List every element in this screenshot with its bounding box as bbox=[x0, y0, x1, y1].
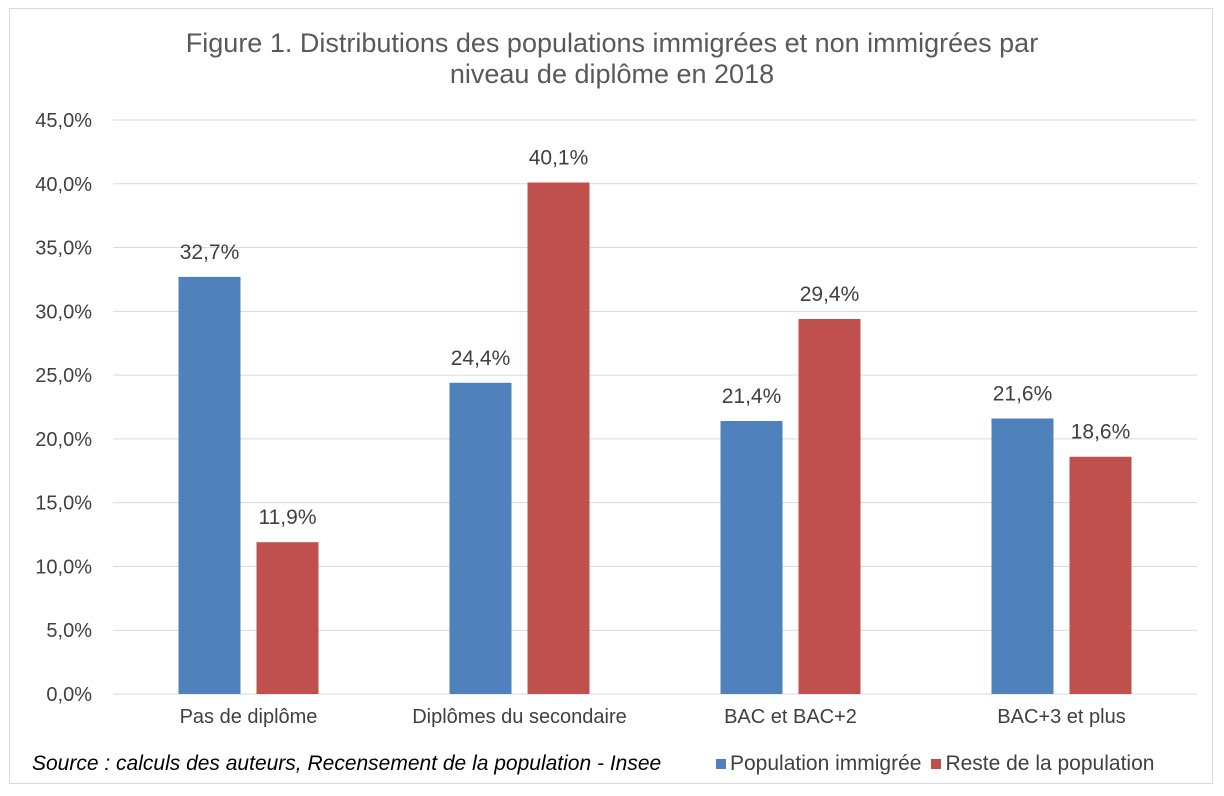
legend-swatch-immigres bbox=[716, 759, 726, 769]
y-tick-label: 0,0% bbox=[46, 684, 92, 706]
y-tick-label: 35,0% bbox=[35, 238, 92, 260]
y-tick-label: 10,0% bbox=[35, 556, 92, 578]
legend-label-immigres: Population immigrée bbox=[730, 752, 922, 775]
y-tick-label: 20,0% bbox=[35, 429, 92, 451]
bar-reste bbox=[798, 318, 861, 694]
data-label: 21,4% bbox=[722, 385, 782, 408]
bar-reste bbox=[527, 182, 590, 694]
chart-title: Figure 1. Distributions des populations … bbox=[0, 28, 1224, 90]
bars bbox=[178, 182, 1132, 694]
x-axis-categories: Pas de diplôme Diplômes du secondaire BAC … bbox=[180, 706, 1126, 728]
x-category-label: Pas de diplôme bbox=[180, 706, 318, 728]
x-category-label: Diplômes du secondaire bbox=[412, 706, 627, 728]
data-label: 24,4% bbox=[451, 347, 511, 370]
data-label: 32,7% bbox=[180, 241, 240, 264]
legend-item-immigres: Population immigrée bbox=[716, 752, 921, 776]
y-tick-label: 30,0% bbox=[35, 301, 92, 323]
source-note: Source : calculs des auteurs, Recensemen… bbox=[32, 752, 662, 775]
y-tick-label: 15,0% bbox=[35, 493, 92, 515]
bar-reste bbox=[1069, 456, 1132, 694]
data-label: 29,4% bbox=[800, 283, 860, 306]
bar-immigres bbox=[449, 382, 512, 694]
y-tick-label: 45,0% bbox=[35, 110, 92, 132]
y-tick-label: 25,0% bbox=[35, 365, 92, 387]
bar-immigres bbox=[178, 276, 241, 694]
legend: Population immigrée Reste de la populati… bbox=[716, 752, 1164, 776]
chart-title-line1: Figure 1. Distributions des populations … bbox=[185, 28, 1039, 58]
data-label: 11,9% bbox=[259, 506, 317, 529]
legend-swatch-reste bbox=[931, 759, 942, 769]
x-category-label: BAC et BAC+2 bbox=[724, 706, 857, 728]
bar-reste bbox=[256, 542, 319, 694]
legend-item-reste: Reste de la population bbox=[931, 752, 1154, 776]
data-labels: 32,7% 11,9% 24,4% 40,1% 21,4% 29,4% 21,6% 18,6% bbox=[180, 147, 1131, 530]
x-category-label: BAC+3 et plus bbox=[997, 706, 1125, 728]
y-tick-label: 5,0% bbox=[46, 620, 92, 642]
y-tick-label: 40,0% bbox=[35, 174, 92, 196]
data-label: 40,1% bbox=[529, 147, 589, 170]
y-axis-ticks: 0,0% 5,0% 10,0% 15,0% 20,0% 25,0% 30,0% 35,0% 40… bbox=[35, 110, 92, 706]
data-label: 18,6% bbox=[1071, 421, 1131, 444]
bar-immigres bbox=[991, 418, 1054, 694]
legend-label-reste: Reste de la population bbox=[945, 752, 1155, 775]
data-label: 21,6% bbox=[993, 382, 1053, 405]
bar-immigres bbox=[720, 421, 783, 694]
chart-title-line2: niveau de diplôme en 2018 bbox=[449, 59, 775, 89]
